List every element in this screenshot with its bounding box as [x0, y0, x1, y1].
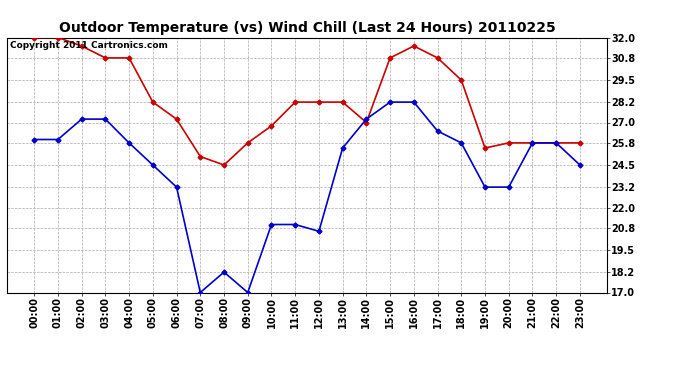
Text: Copyright 2011 Cartronics.com: Copyright 2011 Cartronics.com	[10, 41, 168, 50]
Title: Outdoor Temperature (vs) Wind Chill (Last 24 Hours) 20110225: Outdoor Temperature (vs) Wind Chill (Las…	[59, 21, 555, 35]
